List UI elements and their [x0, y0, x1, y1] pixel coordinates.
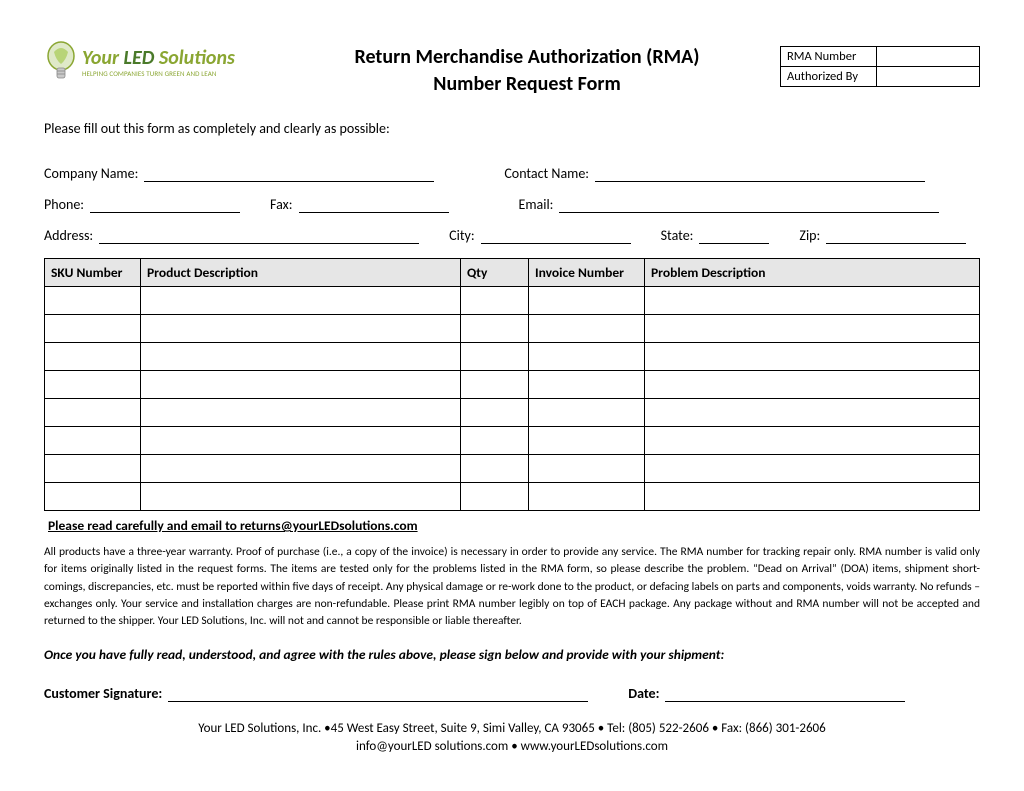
agreement-text: Once you have fully read, understood, an… — [44, 646, 980, 663]
table-cell[interactable] — [529, 343, 645, 371]
table-cell[interactable] — [141, 399, 461, 427]
table-cell[interactable] — [141, 427, 461, 455]
bulb-icon — [44, 40, 78, 84]
fax-label: Fax: — [270, 196, 292, 213]
table-cell[interactable] — [645, 483, 980, 511]
table-cell[interactable] — [45, 399, 141, 427]
company-logo: Your LED Solutions HELPING COMPANIES TUR… — [44, 40, 274, 84]
rma-number-label: RMA Number — [781, 47, 877, 67]
table-cell[interactable] — [461, 343, 529, 371]
state-label: State: — [661, 227, 694, 244]
signature-input[interactable] — [168, 686, 588, 702]
phone-input[interactable] — [90, 197, 240, 213]
col-header: Qty — [461, 259, 529, 287]
table-cell[interactable] — [141, 343, 461, 371]
table-row — [45, 455, 980, 483]
contact-name-label: Contact Name: — [504, 165, 589, 182]
table-row — [45, 371, 980, 399]
address-label: Address: — [44, 227, 93, 244]
email-input[interactable] — [559, 197, 939, 213]
table-cell[interactable] — [645, 371, 980, 399]
col-header: Product Description — [141, 259, 461, 287]
email-notice: Please read carefully and email to retur… — [48, 517, 980, 534]
email-label: Email: — [519, 196, 554, 213]
table-cell[interactable] — [461, 483, 529, 511]
table-cell[interactable] — [645, 427, 980, 455]
date-input[interactable] — [665, 686, 905, 702]
table-cell[interactable] — [461, 455, 529, 483]
table-row — [45, 427, 980, 455]
table-cell[interactable] — [461, 315, 529, 343]
table-cell[interactable] — [45, 343, 141, 371]
authorized-by-value[interactable] — [877, 67, 980, 87]
items-table: SKU NumberProduct DescriptionQtyInvoice … — [44, 258, 980, 511]
table-cell[interactable] — [141, 483, 461, 511]
table-cell[interactable] — [529, 287, 645, 315]
city-label: City: — [449, 227, 474, 244]
logo-tagline: HELPING COMPANIES TURN GREEN AND LEAN — [82, 70, 235, 77]
address-input[interactable] — [99, 228, 419, 244]
table-cell[interactable] — [529, 371, 645, 399]
footer: Your LED Solutions, Inc. •45 West Easy S… — [44, 720, 980, 756]
table-cell[interactable] — [645, 399, 980, 427]
table-row — [45, 483, 980, 511]
table-cell[interactable] — [645, 287, 980, 315]
rma-number-value[interactable] — [877, 47, 980, 67]
table-cell[interactable] — [45, 315, 141, 343]
table-row — [45, 287, 980, 315]
city-input[interactable] — [481, 228, 631, 244]
zip-input[interactable] — [826, 228, 966, 244]
phone-label: Phone: — [44, 196, 84, 213]
meta-box: RMA Number Authorized By — [780, 46, 980, 87]
title-line2: Number Request Form — [433, 72, 620, 96]
table-cell[interactable] — [529, 315, 645, 343]
zip-label: Zip: — [799, 227, 820, 244]
table-cell[interactable] — [141, 455, 461, 483]
table-cell[interactable] — [645, 343, 980, 371]
table-row — [45, 315, 980, 343]
col-header: Problem Description — [645, 259, 980, 287]
col-header: Invoice Number — [529, 259, 645, 287]
table-cell[interactable] — [461, 371, 529, 399]
instruction-text: Please fill out this form as completely … — [44, 120, 980, 137]
table-cell[interactable] — [45, 287, 141, 315]
table-row — [45, 399, 980, 427]
table-cell[interactable] — [141, 371, 461, 399]
table-cell[interactable] — [529, 455, 645, 483]
form-header: Your LED Solutions HELPING COMPANIES TUR… — [44, 40, 980, 98]
table-cell[interactable] — [45, 483, 141, 511]
footer-line1: Your LED Solutions, Inc. •45 West Easy S… — [44, 720, 980, 738]
table-cell[interactable] — [461, 399, 529, 427]
authorized-by-label: Authorized By — [781, 67, 877, 87]
table-cell[interactable] — [461, 427, 529, 455]
form-title: Return Merchandise Authorization (RMA) Nu… — [274, 40, 780, 98]
date-label: Date: — [628, 685, 659, 702]
col-header: SKU Number — [45, 259, 141, 287]
table-cell[interactable] — [529, 483, 645, 511]
table-cell[interactable] — [461, 287, 529, 315]
title-line1: Return Merchandise Authorization (RMA) — [355, 45, 700, 69]
table-cell[interactable] — [45, 371, 141, 399]
terms-text: All products have a three-year warranty.… — [44, 544, 980, 630]
company-name-input[interactable] — [144, 166, 434, 182]
state-input[interactable] — [699, 228, 769, 244]
signature-label: Customer Signature: — [44, 685, 162, 702]
table-cell[interactable] — [45, 455, 141, 483]
table-cell[interactable] — [141, 287, 461, 315]
table-cell[interactable] — [529, 427, 645, 455]
table-cell[interactable] — [141, 315, 461, 343]
table-cell[interactable] — [529, 399, 645, 427]
table-cell[interactable] — [645, 455, 980, 483]
footer-line2: info@yourLED solutions.com • www.yourLED… — [44, 738, 980, 756]
contact-name-input[interactable] — [595, 166, 925, 182]
table-row — [45, 343, 980, 371]
table-cell[interactable] — [45, 427, 141, 455]
table-cell[interactable] — [645, 315, 980, 343]
company-name-label: Company Name: — [44, 165, 138, 182]
logo-wordmark: Your LED Solutions — [82, 48, 235, 68]
fax-input[interactable] — [299, 197, 449, 213]
